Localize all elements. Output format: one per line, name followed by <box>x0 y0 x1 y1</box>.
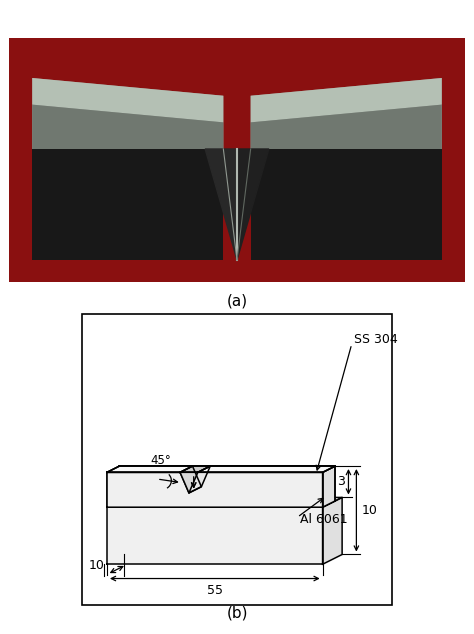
Polygon shape <box>107 466 192 472</box>
Text: 55: 55 <box>207 585 223 597</box>
Polygon shape <box>205 149 237 260</box>
Text: (b): (b) <box>226 606 248 621</box>
Text: SS 304: SS 304 <box>354 333 398 346</box>
Text: (a): (a) <box>227 294 247 309</box>
Polygon shape <box>107 472 323 507</box>
Polygon shape <box>189 466 210 493</box>
Polygon shape <box>107 472 323 507</box>
Polygon shape <box>323 466 335 507</box>
Text: Al 6061: Al 6061 <box>301 514 348 526</box>
Polygon shape <box>32 78 223 149</box>
Polygon shape <box>107 498 342 507</box>
Polygon shape <box>251 105 442 149</box>
Polygon shape <box>107 466 335 472</box>
Polygon shape <box>107 507 323 564</box>
Polygon shape <box>237 149 269 260</box>
Text: 2: 2 <box>197 474 205 488</box>
Text: 10: 10 <box>362 504 378 517</box>
Text: 45°: 45° <box>151 454 172 467</box>
Text: 10: 10 <box>89 559 105 572</box>
Polygon shape <box>32 78 223 122</box>
Polygon shape <box>251 78 442 149</box>
Polygon shape <box>180 466 201 493</box>
Polygon shape <box>251 149 442 260</box>
Polygon shape <box>251 78 442 122</box>
Polygon shape <box>198 466 335 472</box>
Polygon shape <box>32 105 223 149</box>
Text: 3: 3 <box>337 476 345 488</box>
Polygon shape <box>32 149 223 260</box>
Polygon shape <box>323 498 342 564</box>
Polygon shape <box>180 466 210 472</box>
